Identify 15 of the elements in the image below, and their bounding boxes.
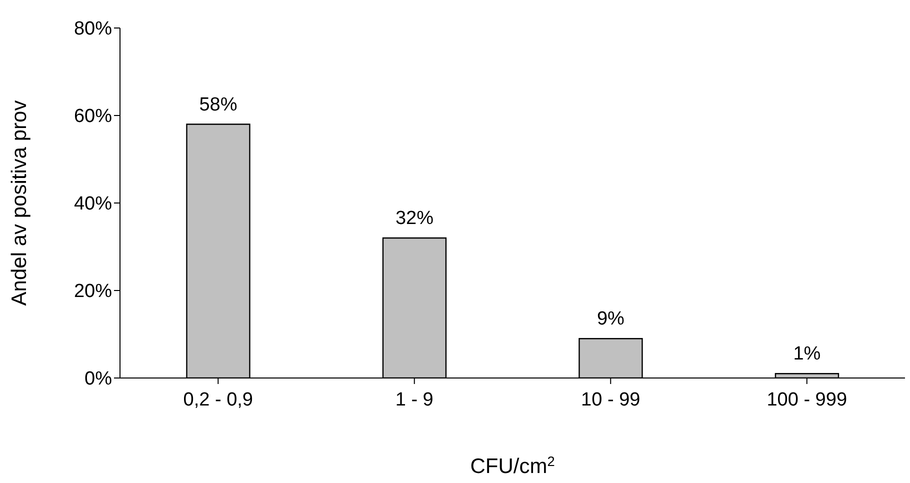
- data-label: 58%: [199, 94, 238, 116]
- data-label: 1%: [793, 344, 821, 365]
- x-tick-label: 0,2 - 0,9: [183, 389, 253, 410]
- y-tick-label: 80%: [74, 18, 112, 40]
- y-tick-label: 40%: [74, 194, 112, 215]
- data-label: 9%: [596, 308, 625, 330]
- x-tick-label: 10 - 99: [581, 389, 640, 410]
- y-tick-label: 0%: [84, 368, 112, 390]
- y-tick-label: 20%: [74, 281, 112, 302]
- x-axis-title: CFU/cm$^{2}$: [470, 454, 555, 478]
- y-axis-title: Andel av positiva prov: [8, 100, 31, 306]
- data-label: 32%: [395, 208, 434, 229]
- x-tick-label: 1 - 9: [395, 389, 434, 410]
- x-tick-label: 100 - 999: [766, 389, 848, 410]
- y-tick-label: 60%: [74, 106, 112, 128]
